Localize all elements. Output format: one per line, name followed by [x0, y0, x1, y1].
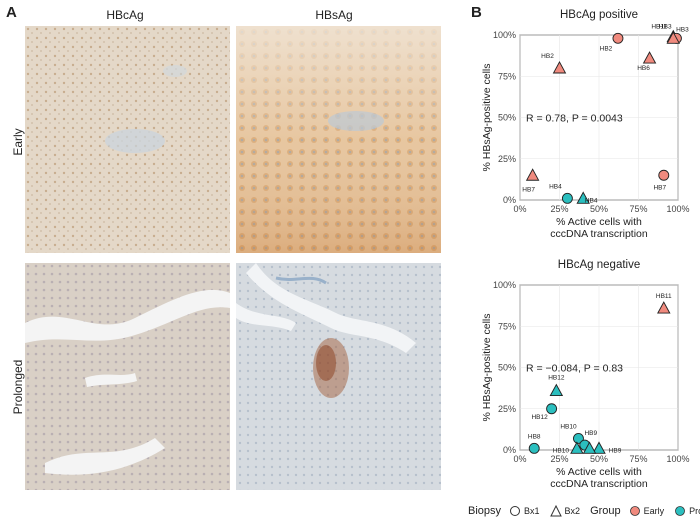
point-label: HB8 [528, 433, 541, 440]
data-point [546, 403, 558, 415]
y-tick-label: 0% [503, 195, 516, 205]
x-axis-label: cccDNA transcription [550, 478, 648, 490]
y-tick-label: 0% [503, 445, 516, 455]
data-point [657, 301, 671, 314]
point-label: HB9 [584, 430, 597, 437]
data-point [666, 31, 681, 44]
data-point [582, 441, 597, 454]
chart-title: HBcAg negative [558, 259, 640, 271]
y-axis-label: % HBsAg-positive cells [481, 64, 493, 172]
data-point [576, 191, 590, 204]
data-point [592, 441, 606, 454]
point-label: HB2 [600, 45, 613, 52]
x-axis-label: % Active cells with [556, 216, 642, 228]
point-label: HB7 [653, 184, 666, 191]
x-tick-label: 75% [629, 204, 647, 214]
x-tick-label: 100% [666, 204, 689, 214]
x-tick-label: 100% [666, 454, 689, 464]
y-tick-label: 50% [498, 363, 516, 373]
point-label: HB11 [656, 293, 672, 300]
point-label: HB6 [637, 65, 650, 72]
point-label: HB3 [676, 26, 689, 33]
point-label: HB9 [609, 447, 622, 454]
scatter-chart-1: HBcAg positive 0%0% 25% 25% 50% 50% 75% 75% 100%… [481, 9, 690, 240]
panel-b-label: B [471, 4, 482, 21]
micrograph-early-hbsag [236, 26, 441, 253]
x-axis-label: cccDNA transcription [550, 228, 648, 240]
chart-title: HBcAg positive [560, 9, 638, 21]
legend-item-bx2-label: Bx2 [564, 506, 581, 516]
legend-item-bx1: Bx1 [509, 505, 540, 517]
point-label: HB7 [522, 186, 535, 193]
legend-item-early: Early [629, 505, 665, 517]
x-tick-label: 25% [550, 204, 568, 214]
x-tick-label: 75% [629, 454, 647, 464]
point-label: HB12 [548, 375, 565, 382]
data-point [528, 442, 540, 454]
scatter-chart-2: HBcAg negative 0%0% 25% 25% 50% 50% 75% 75% 100%… [481, 259, 690, 490]
column-header-hbsag: HBsAg [315, 8, 353, 22]
point-label: HB10 [560, 423, 577, 430]
early-swatch-icon [629, 506, 640, 516]
data-point [573, 432, 584, 444]
x-tick-label: 50% [590, 454, 608, 464]
micrograph-early-hbcag [25, 26, 230, 253]
correlation-annotation: R = −0.084, P = 0.83 [526, 363, 623, 375]
circle-marker-icon [510, 506, 521, 516]
column-header-hbcag: HBcAg [106, 8, 144, 22]
y-tick-label: 75% [498, 321, 516, 331]
y-tick-label: 25% [498, 404, 516, 414]
data-point [658, 169, 670, 181]
legend: Biopsy Bx1 Bx2 Group Early Prolonged [468, 505, 700, 517]
data-point [570, 441, 584, 454]
data-point [642, 51, 657, 64]
point-label: HB4 [585, 197, 598, 204]
point-label: HB2 [541, 53, 554, 60]
x-tick-label: 0% [513, 204, 526, 214]
x-tick-label: 25% [550, 454, 568, 464]
scatter-charts: HBcAg positive0%0%25%25%50%50%75%75%100%… [481, 9, 690, 490]
triangle-marker-icon [549, 505, 562, 517]
y-axis-label: % HBsAg-positive cells [481, 314, 493, 422]
point-label: HB12 [531, 414, 548, 421]
y-tick-label: 75% [498, 71, 516, 81]
point-label: HB10 [553, 447, 570, 454]
legend-item-bx2: Bx2 [549, 505, 581, 517]
x-axis-label: % Active cells with [556, 466, 642, 478]
legend-item-early-label: Early [643, 506, 665, 516]
point-label: HB3 [659, 24, 672, 31]
panel-a-label: A [6, 4, 17, 21]
y-tick-label: 50% [498, 113, 516, 123]
point-label: HB11 [651, 23, 667, 30]
legend-group-title: Group [590, 505, 621, 517]
legend-item-bx1-label: Bx1 [524, 506, 540, 516]
prolonged-swatch-icon [675, 506, 686, 516]
x-tick-label: 50% [590, 204, 608, 214]
data-point [525, 168, 540, 181]
x-tick-label: 0% [513, 454, 526, 464]
data-point [549, 383, 564, 397]
correlation-annotation: R = 0.78, P = 0.0043 [526, 113, 623, 125]
legend-item-prolonged: Prolonged [674, 505, 700, 517]
micrograph-prolonged-hbsag [236, 263, 441, 490]
row-header-prolonged: Prolonged [11, 359, 25, 415]
legend-item-prolonged-label: Prolonged [689, 506, 700, 516]
data-point [552, 61, 567, 74]
data-point [561, 192, 573, 204]
y-tick-label: 100% [493, 30, 516, 40]
point-label: HB4 [549, 183, 562, 190]
row-header-early: Early [11, 128, 25, 156]
y-tick-label: 25% [498, 154, 516, 164]
legend-biopsy-title: Biopsy [468, 505, 502, 517]
y-tick-label: 100% [493, 280, 516, 290]
micrograph-prolonged-hbcag [25, 263, 230, 490]
data-point [612, 32, 624, 44]
